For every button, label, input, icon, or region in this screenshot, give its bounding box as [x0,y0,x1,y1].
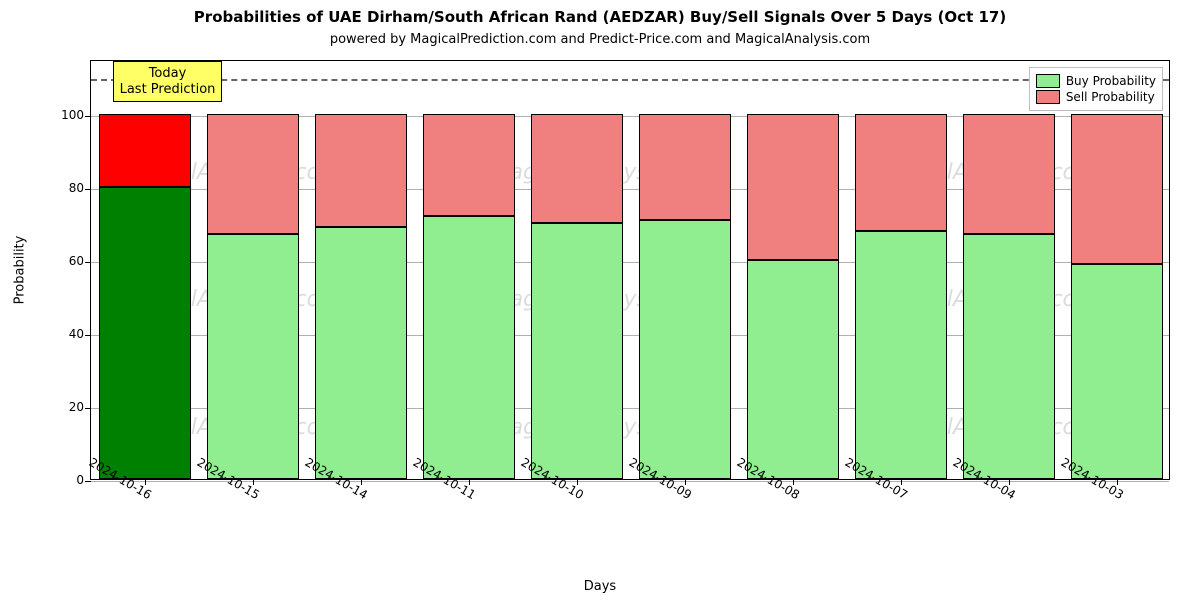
legend-label: Sell Probability [1066,90,1155,104]
legend-item: Sell Probability [1036,90,1156,104]
y-tick-mark [85,335,91,336]
sell-bar [855,114,947,231]
y-tick-label: 100 [44,108,84,122]
buy-bar [531,223,623,479]
y-tick-label: 40 [44,327,84,341]
bar-group [855,59,947,479]
buy-bar [1071,264,1163,479]
bar-group [963,59,1055,479]
bar-group [207,59,299,479]
sell-bar [747,114,839,260]
y-tick-mark [85,481,91,482]
annotation-line1: Today [120,66,216,82]
bar-group [639,59,731,479]
buy-bar [315,227,407,479]
y-axis-label: Probability [13,236,28,305]
bar-group [315,59,407,479]
bar-group [423,59,515,479]
buy-bar [963,234,1055,479]
y-tick-mark [85,262,91,263]
plot-area: MagicalAnalysis.comMagicalAnalysis.comMa… [90,60,1170,480]
legend-swatch [1036,74,1060,88]
sell-bar [315,114,407,227]
chart-container: Probabilities of UAE Dirham/South Africa… [0,0,1200,600]
buy-bar [855,231,947,479]
buy-bar [423,216,515,479]
y-tick-label: 20 [44,400,84,414]
buy-bar [639,220,731,479]
chart-title: Probabilities of UAE Dirham/South Africa… [0,8,1200,26]
buy-bar [99,187,191,479]
y-tick-label: 60 [44,254,84,268]
legend-label: Buy Probability [1066,74,1156,88]
legend-item: Buy Probability [1036,74,1156,88]
buy-bar [747,260,839,479]
sell-bar [99,114,191,187]
sell-bar [1071,114,1163,264]
y-tick-label: 80 [44,181,84,195]
y-tick-mark [85,189,91,190]
legend-swatch [1036,90,1060,104]
y-tick-label: 0 [44,473,84,487]
x-axis-label: Days [0,579,1200,594]
sell-bar [531,114,623,224]
chart-subtitle: powered by MagicalPrediction.com and Pre… [0,32,1200,47]
annotation-line2: Last Prediction [120,82,216,98]
bar-group [1071,59,1163,479]
legend: Buy Probability Sell Probability [1029,67,1163,111]
y-tick-mark [85,116,91,117]
buy-bar [207,234,299,479]
sell-bar [423,114,515,216]
sell-bar [963,114,1055,235]
bar-group [99,59,191,479]
bar-group [747,59,839,479]
sell-bar [207,114,299,235]
sell-bar [639,114,731,220]
bar-group [531,59,623,479]
today-annotation: TodayLast Prediction [113,61,223,102]
y-tick-mark [85,408,91,409]
